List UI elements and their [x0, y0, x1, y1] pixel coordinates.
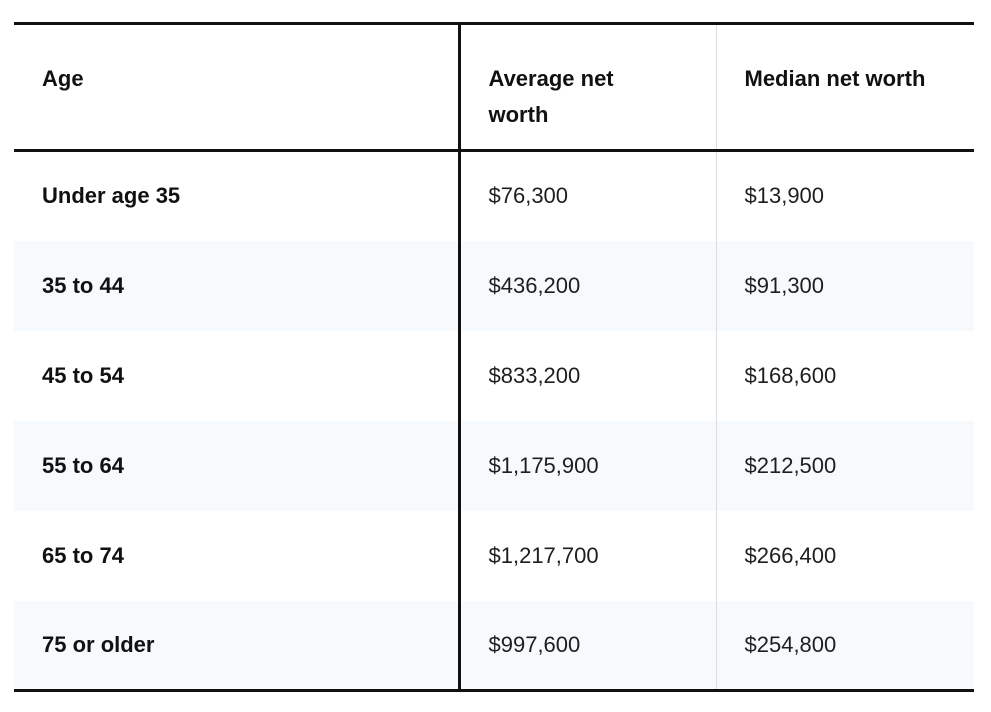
average-net-worth-cell: $1,217,700 — [459, 510, 717, 601]
average-net-worth-cell: $833,200 — [459, 330, 717, 421]
age-cell: 65 to 74 — [14, 510, 461, 601]
age-cell: 75 or older — [14, 600, 461, 691]
column-header-age: Age — [14, 23, 461, 152]
net-worth-table-container: Age Average net worth Median net worth U… — [14, 22, 974, 692]
column-header-average-net-worth: Average net worth — [459, 23, 717, 152]
age-cell: Under age 35 — [14, 150, 461, 241]
table-row: 75 or older $997,600 $254,800 — [14, 600, 974, 691]
table-row: 45 to 54 $833,200 $168,600 — [14, 330, 974, 421]
median-net-worth-cell: $254,800 — [716, 600, 974, 691]
average-net-worth-cell: $997,600 — [459, 600, 717, 691]
table-header: Age Average net worth Median net worth — [14, 23, 974, 152]
average-net-worth-cell: $76,300 — [459, 150, 717, 241]
age-cell: 45 to 54 — [14, 330, 461, 421]
median-net-worth-cell: $266,400 — [744, 542, 837, 568]
median-net-worth-cell: $168,600 — [744, 362, 837, 388]
table-body: Under age 35 $76,300 $13,900 35 to 44 $4… — [14, 150, 974, 691]
table-row: Under age 35 $76,300 $13,900 — [14, 150, 974, 241]
table-row: 55 to 64 $1,175,900 $212,500 — [14, 420, 974, 511]
average-net-worth-cell: $436,200 — [459, 240, 717, 331]
median-net-worth-cell: $91,300 — [716, 240, 974, 331]
median-net-worth-cell: $212,500 — [716, 420, 974, 511]
median-net-worth-cell: $13,900 — [744, 183, 825, 209]
age-cell: 55 to 64 — [14, 420, 461, 511]
header-row: Age Average net worth Median net worth — [14, 23, 974, 152]
column-header-median-net-worth: Median net worth — [716, 23, 974, 152]
age-cell: 35 to 44 — [14, 240, 461, 331]
average-net-worth-cell: $1,175,900 — [459, 420, 717, 511]
table-row: 35 to 44 $436,200 $91,300 — [14, 240, 974, 331]
table-row: 65 to 74 $1,217,700 $266,400 — [14, 510, 974, 601]
net-worth-by-age-table: Age Average net worth Median net worth U… — [14, 22, 974, 692]
